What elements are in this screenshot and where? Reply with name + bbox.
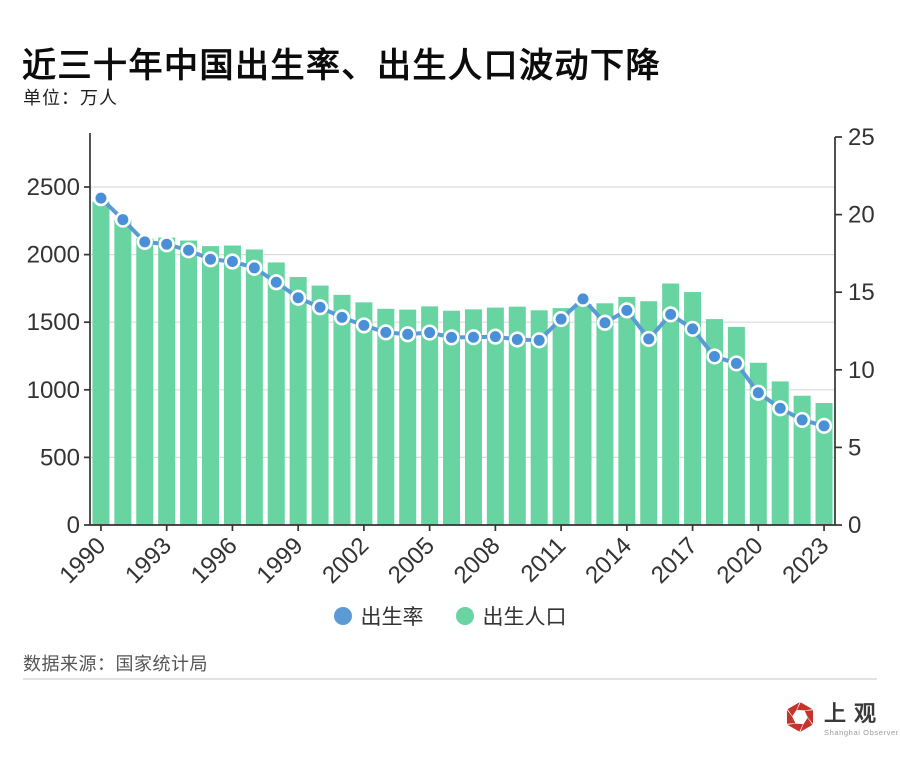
svg-text:5: 5 (848, 434, 861, 461)
data-source-label: 数据来源：国家统计局 (23, 654, 208, 674)
svg-text:1996: 1996 (186, 532, 243, 589)
logo-text: 上观 Shanghai Observer (824, 701, 899, 738)
svg-text:1990: 1990 (54, 532, 111, 589)
svg-text:10: 10 (848, 357, 875, 384)
svg-text:2000: 2000 (27, 242, 80, 269)
svg-text:2020: 2020 (712, 532, 769, 589)
svg-text:500: 500 (40, 444, 80, 471)
svg-text:20: 20 (848, 202, 875, 229)
logo-name: 上观 (824, 701, 885, 726)
legend-item-birth-rate: 出生率 (333, 601, 424, 631)
svg-text:1993: 1993 (120, 532, 177, 589)
chart-legend: 出生率 出生人口 (0, 601, 900, 631)
svg-text:2017: 2017 (646, 532, 703, 589)
svg-text:15: 15 (848, 279, 875, 306)
svg-text:2500: 2500 (27, 174, 80, 201)
logo-subtitle: Shanghai Observer (824, 728, 899, 738)
birth-population-legend-marker-icon (455, 607, 474, 625)
svg-text:25: 25 (848, 124, 875, 151)
shanghai-observer-hexagon-icon (786, 702, 814, 732)
svg-text:2002: 2002 (317, 532, 374, 589)
svg-text:2014: 2014 (580, 532, 637, 589)
svg-text:2023: 2023 (777, 532, 834, 589)
svg-text:0: 0 (848, 512, 861, 539)
svg-text:2008: 2008 (449, 532, 506, 589)
birth-rate-legend-marker-icon (333, 607, 352, 625)
svg-text:0: 0 (67, 512, 80, 539)
chart-title: 近三十年中国出生率、出生人口波动下降 (22, 46, 661, 85)
birth-population-legend-label: 出生人口 (482, 606, 567, 629)
shanghai-observer-logo: 上观 Shanghai Observer (784, 701, 899, 737)
birth-rate-legend-label: 出生率 (360, 606, 424, 629)
svg-text:2011: 2011 (516, 532, 572, 588)
svg-text:1000: 1000 (27, 377, 80, 404)
svg-text:1500: 1500 (27, 309, 80, 336)
unit-label: 单位：万人 (23, 88, 118, 108)
legend-item-birth-population: 出生人口 (455, 601, 567, 631)
footer-divider (23, 678, 877, 680)
svg-text:1999: 1999 (252, 532, 309, 589)
svg-text:2005: 2005 (383, 532, 440, 589)
